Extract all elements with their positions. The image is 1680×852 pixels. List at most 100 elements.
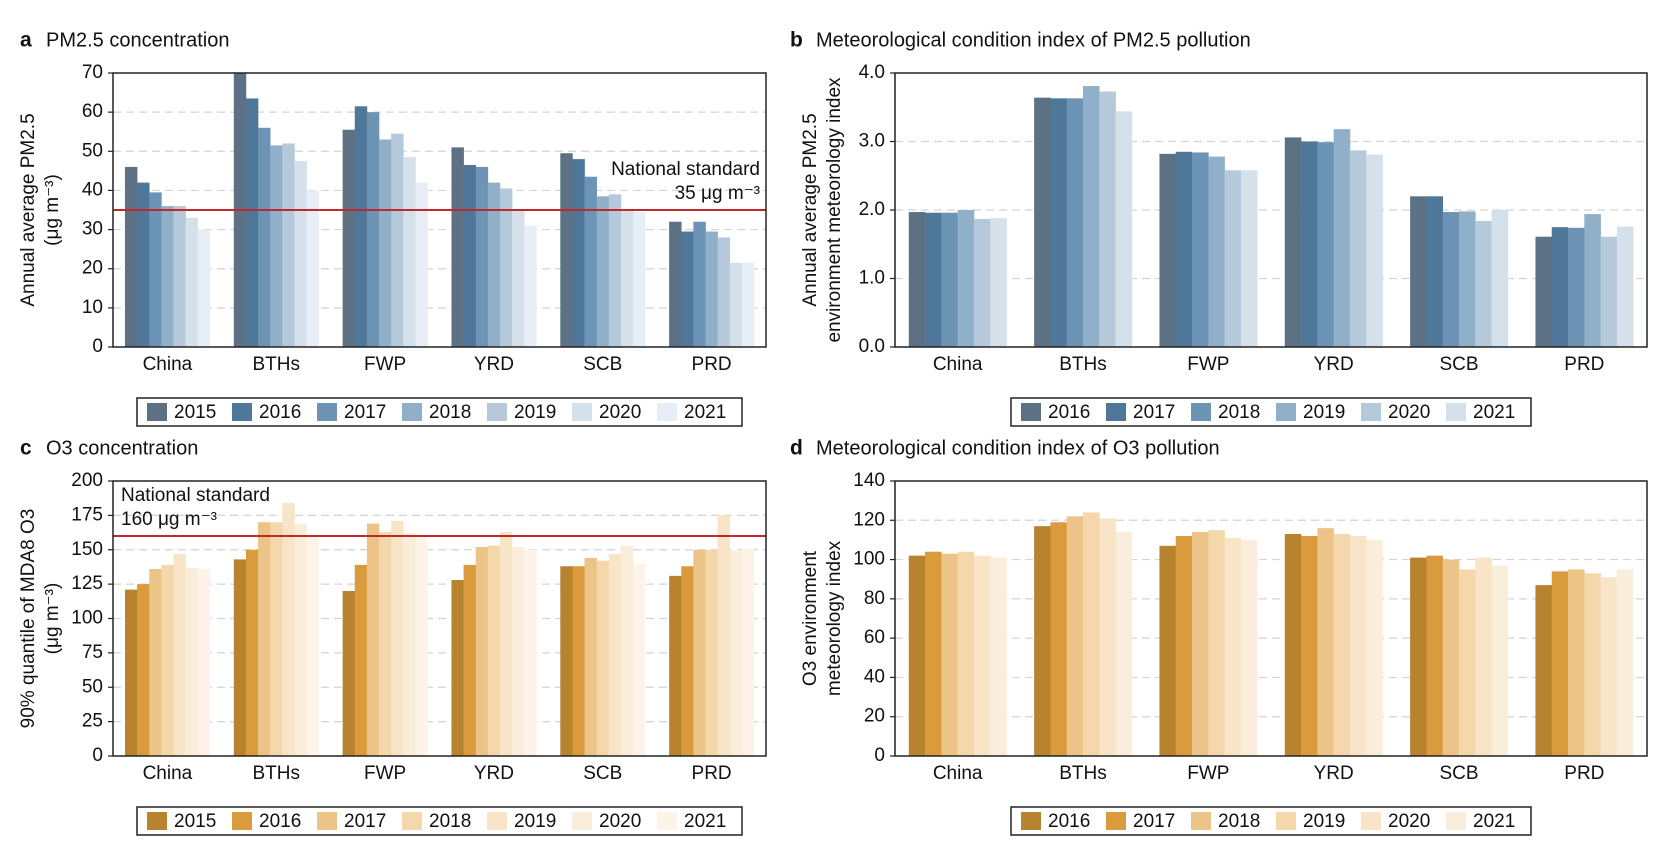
x-tick-label: SCB xyxy=(1439,763,1478,784)
legend-label: 2021 xyxy=(684,402,726,423)
bar xyxy=(1426,555,1444,756)
x-tick-label: BTHs xyxy=(253,354,301,375)
bar xyxy=(173,553,186,756)
legend-label: 2017 xyxy=(1133,811,1175,832)
bar xyxy=(584,176,597,347)
bar xyxy=(1616,569,1634,756)
plot-frame xyxy=(894,72,1648,348)
bar xyxy=(137,182,150,347)
x-tick-label: FWP xyxy=(1187,354,1229,375)
bar xyxy=(124,589,138,756)
plot-frame xyxy=(112,72,767,348)
legend-label: 2020 xyxy=(599,811,641,832)
bar xyxy=(1050,522,1068,756)
y-tick-label: 70 xyxy=(82,62,103,83)
bar xyxy=(990,218,1007,347)
y-tick-label: 50 xyxy=(82,140,103,161)
bar xyxy=(245,549,259,756)
x-tick-label: YRD xyxy=(474,354,514,375)
bar xyxy=(270,145,283,347)
bar xyxy=(1159,153,1177,347)
bar xyxy=(487,182,501,347)
bar xyxy=(366,112,380,348)
bar xyxy=(1410,557,1427,756)
bar xyxy=(1616,226,1634,347)
bar xyxy=(681,566,694,756)
bar xyxy=(463,164,477,347)
legend-swatch xyxy=(402,812,422,830)
legend-swatch xyxy=(657,403,677,421)
legend-swatch xyxy=(657,812,677,830)
bar xyxy=(1208,156,1225,347)
legend-label: 2018 xyxy=(1218,402,1260,423)
bar xyxy=(1034,526,1051,756)
x-tick-label: PRD xyxy=(692,354,732,375)
bar xyxy=(741,262,755,347)
bar xyxy=(1333,534,1351,756)
x-tick-label: YRD xyxy=(1314,763,1354,784)
bar xyxy=(1442,212,1460,347)
x-tick-label: FWP xyxy=(364,763,406,784)
bar xyxy=(1366,539,1383,756)
legend-label: 2017 xyxy=(1133,402,1175,423)
bar xyxy=(1459,569,1476,756)
legend-label: 2019 xyxy=(1303,811,1345,832)
y-tick-label: 80 xyxy=(864,588,885,609)
x-tick-label: BTHs xyxy=(1059,354,1107,375)
bar xyxy=(1475,220,1492,347)
bar xyxy=(451,147,464,347)
panel-label: d xyxy=(790,437,803,460)
legend-swatch xyxy=(487,812,507,830)
bar xyxy=(1115,111,1133,347)
bar xyxy=(245,98,259,347)
y-axis-label: environment meteorology index xyxy=(824,77,845,343)
bar xyxy=(173,206,186,347)
bar xyxy=(717,515,731,756)
bar xyxy=(1099,518,1116,756)
legend-label: 2020 xyxy=(1388,402,1430,423)
bar xyxy=(282,143,295,347)
legend-swatch xyxy=(317,403,337,421)
reference-label: National standard xyxy=(611,159,760,180)
legend-label: 2016 xyxy=(259,811,301,832)
legend-swatch xyxy=(147,403,167,421)
y-tick-label: 0 xyxy=(92,745,103,766)
bar xyxy=(620,545,634,756)
bar xyxy=(572,566,585,756)
bar xyxy=(270,522,283,756)
x-tick-label: China xyxy=(933,763,983,784)
bar xyxy=(1066,516,1084,756)
bar xyxy=(487,545,501,756)
bar xyxy=(379,531,392,756)
legend-label: 2015 xyxy=(174,811,216,832)
legend-label: 2015 xyxy=(174,402,216,423)
bar xyxy=(925,551,942,756)
bar xyxy=(391,133,404,347)
bar xyxy=(1584,573,1601,756)
legend-frame xyxy=(1010,806,1532,836)
legend-label: 2021 xyxy=(684,811,726,832)
bar xyxy=(693,549,706,756)
legend-swatch xyxy=(232,812,252,830)
legend-swatch xyxy=(487,403,507,421)
bar xyxy=(1584,214,1601,347)
bar xyxy=(415,182,428,347)
legend-swatch xyxy=(317,812,337,830)
bar xyxy=(1159,545,1177,756)
bar xyxy=(941,553,958,756)
bar xyxy=(1224,537,1242,756)
bar xyxy=(149,569,162,756)
bar xyxy=(596,560,610,756)
legend-swatch xyxy=(1276,403,1296,421)
bar xyxy=(1192,532,1209,756)
bar xyxy=(1349,536,1367,756)
x-tick-label: BTHs xyxy=(1059,763,1107,784)
legend-swatch xyxy=(402,403,422,421)
bar xyxy=(1459,211,1476,347)
bar xyxy=(925,212,942,347)
legend-label: 2019 xyxy=(514,811,556,832)
bar xyxy=(608,194,622,347)
plot-frame xyxy=(894,480,1648,757)
y-tick-label: 0 xyxy=(874,745,885,766)
y-axis-label: 90% quantile of MDA8 O3 xyxy=(18,509,39,729)
